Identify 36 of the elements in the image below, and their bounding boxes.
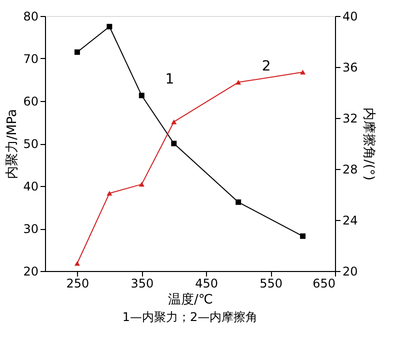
point — [236, 80, 242, 85]
y2-tick-label: 28 — [342, 162, 358, 176]
x-tick-label: 250 — [66, 276, 90, 290]
y2-tick-label: 32 — [342, 112, 358, 126]
y-axis-title: 内聚力/MPa — [5, 109, 20, 179]
y2-tick-label: 24 — [342, 214, 358, 228]
point — [171, 140, 177, 146]
point — [138, 182, 144, 187]
y2-tick-label: 20 — [342, 264, 358, 278]
point — [74, 49, 80, 55]
y-tick-label: 80 — [23, 10, 38, 24]
series-label: 2 — [262, 58, 271, 74]
y2-axis-title: 内摩擦角/(°) — [360, 107, 376, 181]
y-tick-label: 40 — [23, 180, 38, 194]
point — [171, 119, 177, 124]
series-label: 1 — [165, 71, 174, 88]
point — [106, 24, 112, 30]
point — [300, 233, 306, 239]
point — [106, 190, 112, 196]
point — [300, 70, 306, 74]
point — [138, 92, 144, 98]
y2-tick-label: 36 — [342, 60, 358, 74]
x-tick-label: 450 — [195, 276, 218, 290]
x-tick-label: 650 — [312, 276, 336, 290]
y-tick-label: 50 — [23, 137, 38, 151]
y-tick-label: 20 — [23, 264, 38, 278]
y2-tick-label: 40 — [342, 10, 358, 24]
y-tick-label: 70 — [23, 52, 38, 66]
x-axis-title: 温度/℃ — [168, 292, 213, 308]
y-tick-label: 60 — [23, 94, 38, 108]
text: 1—内聚力；2—内摩擦角 — [122, 310, 258, 324]
point — [74, 260, 80, 266]
x-tick-label: 350 — [130, 276, 154, 290]
y-tick-label: 30 — [23, 222, 38, 236]
x-tick-label: 550 — [260, 276, 283, 290]
point — [236, 199, 242, 205]
